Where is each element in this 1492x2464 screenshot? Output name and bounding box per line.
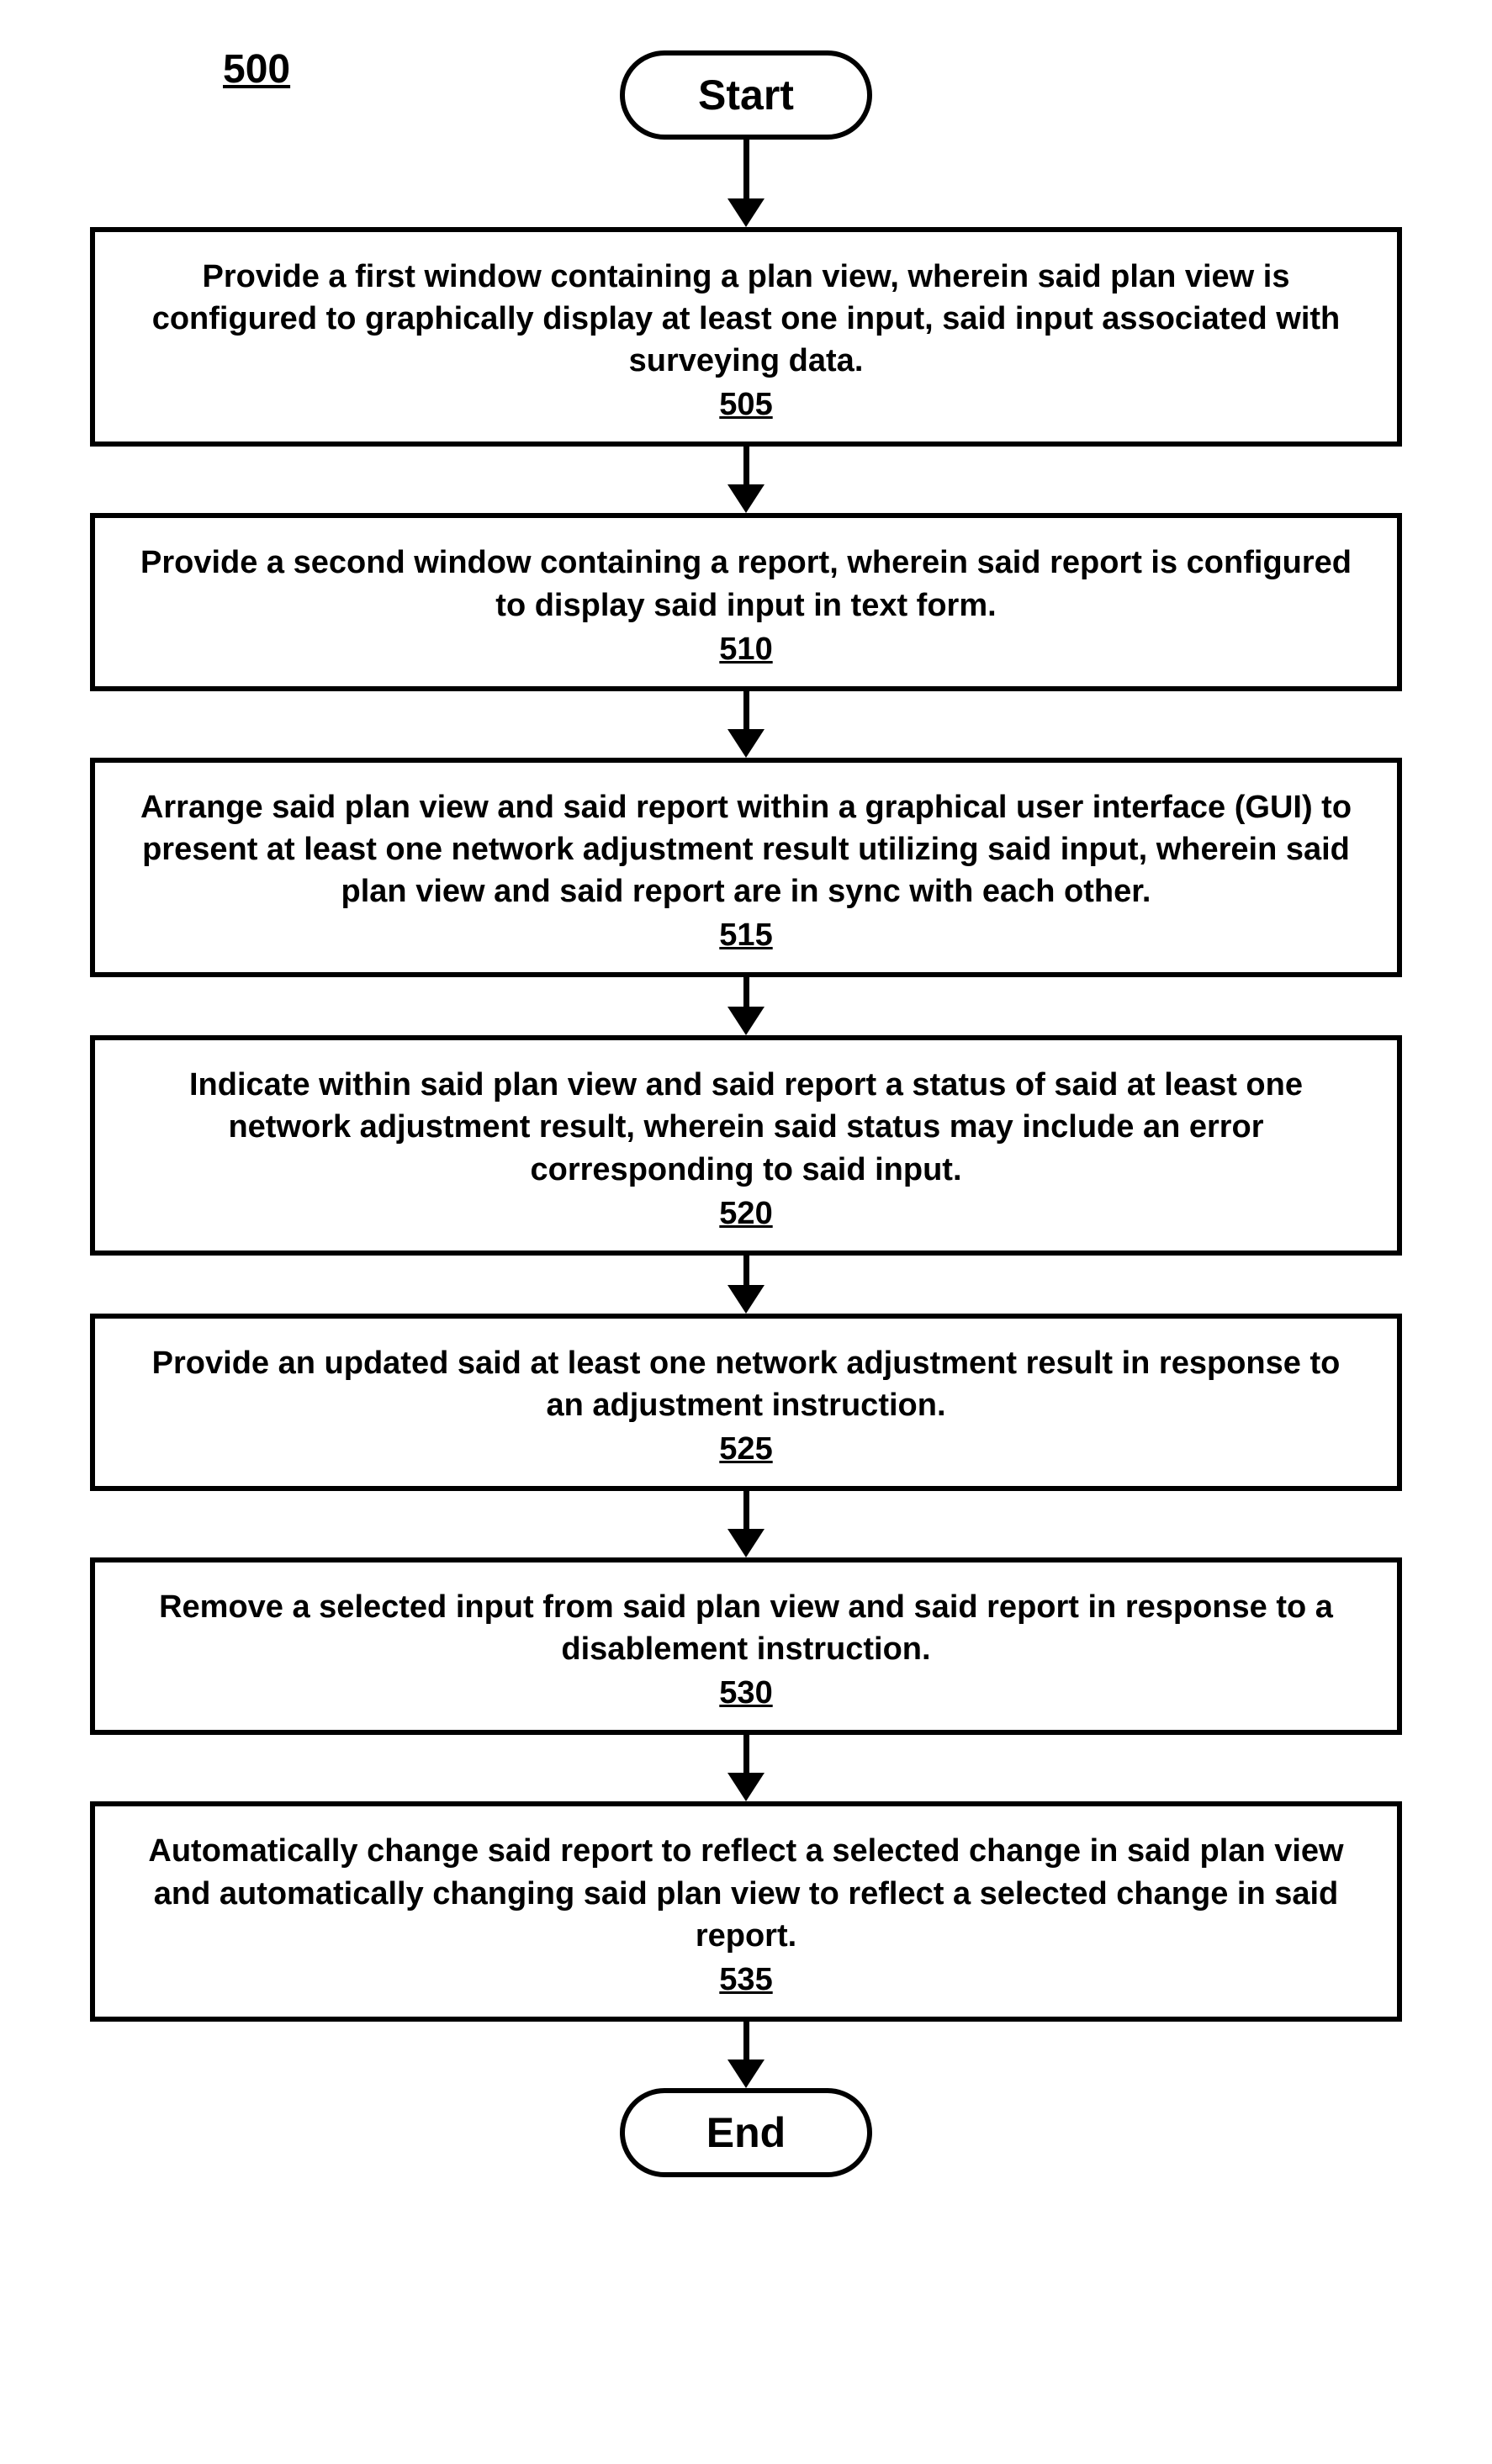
step-number: 520 [137,1196,1355,1232]
step-number: 535 [137,1962,1355,1998]
process-step-525: Provide an updated said at least one net… [90,1314,1402,1491]
arrow-shaft [743,1735,749,1773]
step-number: 530 [137,1675,1355,1711]
process-step-535: Automatically change said report to refl… [90,1801,1402,2021]
step-number: 515 [137,917,1355,954]
arrow-head-icon [727,729,765,758]
arrow-1 [727,447,765,513]
step-text: Provide a second window containing a rep… [137,542,1355,626]
step-text: Automatically change said report to refl… [137,1830,1355,1956]
arrow-head-icon [727,2060,765,2088]
arrow-head-icon [727,1007,765,1035]
process-step-505: Provide a first window containing a plan… [90,227,1402,447]
arrow-4 [727,1256,765,1314]
arrow-shaft [743,447,749,484]
arrow-head-icon [727,1529,765,1557]
arrow-0 [727,140,765,227]
step-text: Remove a selected input from said plan v… [137,1586,1355,1670]
start-label: Start [698,71,794,119]
end-label: End [706,2109,786,2156]
arrow-shaft [743,1256,749,1285]
arrow-head-icon [727,1285,765,1314]
step-number: 505 [137,387,1355,423]
arrow-2 [727,691,765,758]
step-text: Indicate within said plan view and said … [137,1064,1355,1190]
step-text: Arrange said plan view and said report w… [137,786,1355,912]
arrow-head-icon [727,198,765,227]
process-step-530: Remove a selected input from said plan v… [90,1557,1402,1735]
flowchart-canvas: 500 Start Provide a first window contain… [0,0,1492,2278]
flowchart-column: Start Provide a first window containing … [0,50,1492,2177]
arrow-6 [727,1735,765,1801]
process-step-510: Provide a second window containing a rep… [90,513,1402,690]
start-terminal: Start [620,50,872,140]
step-number: 525 [137,1431,1355,1467]
step-number: 510 [137,632,1355,668]
arrow-3 [727,977,765,1035]
arrow-5 [727,1491,765,1557]
arrow-shaft [743,691,749,729]
arrow-7 [727,2022,765,2088]
process-step-515: Arrange said plan view and said report w… [90,758,1402,977]
step-text: Provide a first window containing a plan… [137,256,1355,382]
arrow-shaft [743,140,749,198]
arrow-shaft [743,1491,749,1529]
process-step-520: Indicate within said plan view and said … [90,1035,1402,1255]
arrow-head-icon [727,1773,765,1801]
arrow-head-icon [727,484,765,513]
step-text: Provide an updated said at least one net… [137,1342,1355,1426]
arrow-shaft [743,2022,749,2060]
figure-number: 500 [223,46,290,93]
end-terminal: End [620,2088,872,2177]
arrow-shaft [743,977,749,1007]
